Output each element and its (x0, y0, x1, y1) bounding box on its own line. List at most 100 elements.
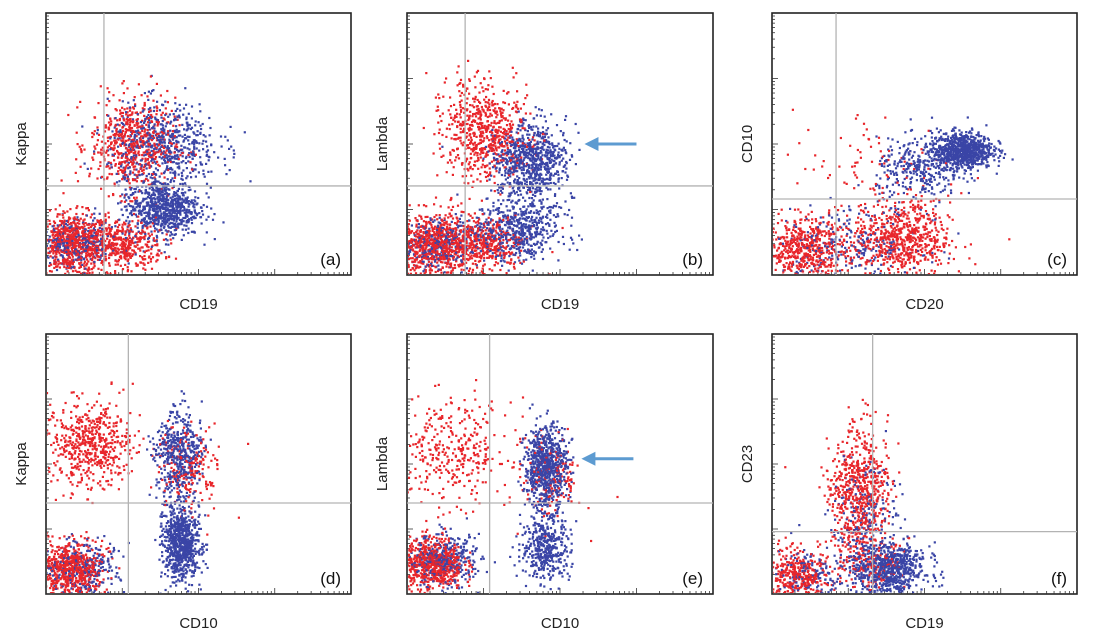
event-dot (164, 190, 166, 192)
event-dot (504, 183, 506, 185)
event-dot (169, 172, 171, 174)
event-dot (166, 195, 168, 197)
event-dot (129, 230, 131, 232)
event-dot (210, 171, 212, 173)
event-dot (385, 230, 387, 232)
event-dot (25, 269, 27, 271)
event-dot (523, 187, 525, 189)
event-dot (165, 216, 167, 218)
event-dot (496, 114, 498, 116)
event-dot (62, 214, 64, 216)
event-dot (93, 237, 95, 239)
event-dot (167, 134, 169, 136)
event-dot (134, 96, 136, 98)
event-dot (100, 238, 102, 240)
event-dot (107, 162, 109, 164)
event-dot (468, 93, 470, 95)
event-dot (230, 126, 232, 128)
event-dot (541, 146, 543, 148)
event-dot (137, 130, 139, 132)
event-dot (178, 174, 180, 176)
event-dot (156, 105, 158, 107)
event-dot (38, 224, 40, 226)
event-dot (206, 183, 208, 185)
event-dot (175, 229, 177, 231)
event-dot (72, 270, 74, 272)
event-dot (96, 126, 98, 128)
event-dot (87, 230, 89, 232)
event-dot (36, 267, 38, 269)
event-dot (182, 194, 184, 196)
event-dot (175, 205, 177, 207)
event-dot (489, 109, 491, 111)
event-dot (532, 126, 534, 128)
event-dot (129, 124, 131, 126)
event-dot (73, 235, 75, 237)
event-dot (187, 232, 189, 234)
event-dot (124, 223, 126, 225)
event-dot (105, 124, 107, 126)
event-dot (402, 248, 404, 250)
event-dot (168, 212, 170, 214)
event-dot (90, 216, 92, 218)
event-dot (173, 180, 175, 182)
event-dot (167, 201, 169, 203)
event-dot (539, 141, 541, 143)
event-dot (195, 176, 197, 178)
event-dot (191, 168, 193, 170)
event-dot (495, 147, 497, 149)
event-dot (125, 111, 127, 113)
event-dot (134, 245, 136, 247)
event-dot (130, 156, 132, 158)
event-dot (158, 196, 160, 198)
event-dot (150, 92, 152, 94)
event-dot (161, 190, 163, 192)
event-dot (170, 121, 172, 123)
event-dot (457, 205, 459, 207)
event-dot (191, 158, 193, 160)
event-dot (147, 211, 149, 213)
event-dot (80, 150, 82, 152)
event-dot (550, 230, 552, 232)
event-dot (156, 83, 158, 85)
event-dot (81, 232, 83, 234)
event-dot (141, 130, 143, 132)
event-dot (172, 139, 174, 141)
event-dot (249, 180, 251, 182)
event-dot (168, 193, 170, 195)
event-dot (109, 265, 111, 267)
event-dot (213, 213, 215, 215)
event-dot (40, 235, 42, 237)
event-dot (90, 281, 92, 283)
event-dot (76, 132, 78, 134)
event-dot (173, 113, 175, 115)
event-dot (86, 215, 88, 217)
event-dot (127, 114, 129, 116)
event-dot (143, 206, 145, 208)
event-dot (192, 141, 194, 143)
event-dot (131, 214, 133, 216)
event-dot (85, 252, 87, 254)
event-dot (451, 251, 453, 253)
event-dot (150, 154, 152, 156)
event-dot (185, 104, 187, 106)
event-dot (147, 162, 149, 164)
event-dot (139, 132, 141, 134)
event-dot (160, 252, 162, 254)
event-dot (497, 199, 499, 201)
event-dot (139, 125, 141, 127)
event-dot (161, 232, 163, 234)
event-dot (131, 220, 133, 222)
event-dot (392, 242, 394, 244)
event-dot (197, 197, 199, 199)
event-dot (152, 209, 154, 211)
event-dot (410, 269, 412, 271)
event-dot (89, 246, 91, 248)
event-dot (488, 106, 490, 108)
event-dot (93, 145, 95, 147)
event-dot (127, 139, 129, 141)
event-dot (403, 236, 405, 238)
event-dot (193, 148, 195, 150)
event-dot (522, 135, 524, 137)
